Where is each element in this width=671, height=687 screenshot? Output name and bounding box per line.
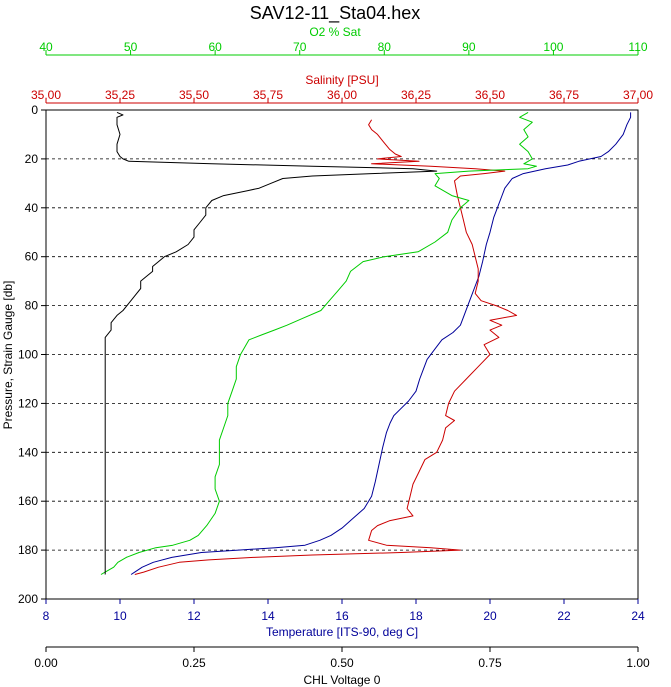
- temperature-tick-label: 20: [483, 609, 497, 623]
- temperature-tick-label: 24: [631, 609, 645, 623]
- o2-tick-label: 90: [462, 40, 476, 54]
- chl-tick-label: 1.00: [626, 656, 650, 670]
- chart-title: SAV12-11_Sta04.hex: [250, 3, 420, 24]
- o2-axis: 40 50 60 70 80 90 100 110: [39, 40, 648, 56]
- o2-tick-label: 100: [543, 40, 563, 54]
- o2-tick-label: 110: [628, 40, 647, 54]
- pressure-tick-label: 200: [18, 592, 38, 606]
- salinity-tick-label: 36,00: [327, 88, 357, 102]
- chl-tick-label: 0.25: [182, 656, 206, 670]
- pressure-tick-label: 120: [18, 396, 38, 410]
- pressure-tick-label: 0: [31, 103, 38, 117]
- salinity-tick-label: 35,50: [179, 88, 209, 102]
- salinity-tick-label: 35,25: [105, 88, 135, 102]
- o2-profile-line: [100, 111, 537, 575]
- salinity-profile-line: [134, 119, 518, 575]
- chl-axis-label: CHL Voltage 0: [304, 673, 381, 687]
- pressure-axis-label: Pressure, Strain Gauge [db]: [1, 281, 15, 430]
- salinity-tick-label: 36,25: [401, 88, 431, 102]
- o2-tick-label: 80: [378, 40, 392, 54]
- chl-tick-label: 0.75: [478, 656, 502, 670]
- temperature-axis-label: Temperature [ITS-90, deg C]: [266, 625, 418, 639]
- temperature-tick-label: 16: [335, 609, 349, 623]
- pressure-tick-label: 60: [25, 250, 39, 264]
- chl-axis: 0.00 0.25 0.50 0.75 1.00: [34, 646, 650, 670]
- chl-profile-line: [104, 111, 438, 575]
- pressure-tick-label: 40: [25, 201, 39, 215]
- temperature-tick-label: 18: [409, 609, 423, 623]
- pressure-tick-label: 140: [18, 445, 38, 459]
- salinity-tick-label: 36,50: [475, 88, 505, 102]
- o2-tick-label: 40: [39, 40, 53, 54]
- temperature-tick-label: 10: [113, 609, 127, 623]
- salinity-tick-label: 36,75: [549, 88, 579, 102]
- pressure-tick-label: 80: [25, 299, 39, 313]
- grid-lines: [46, 158, 638, 551]
- salinity-axis-label: Salinity [PSU]: [305, 73, 378, 87]
- salinity-axis: 35,00 35,25 35,50 35,75 36,00 36,25 36,50 36,75…: [31, 88, 653, 104]
- pressure-tick-label: 180: [18, 543, 38, 557]
- temperature-tick-label: 8: [43, 609, 50, 623]
- pressure-axis: 0 20 40 60 80 100 120 140 160 180 200: [18, 103, 46, 606]
- salinity-tick-label: 37,00: [623, 88, 653, 102]
- temperature-profile-line: [130, 112, 632, 575]
- pressure-tick-label: 100: [18, 348, 38, 362]
- pressure-tick-label: 20: [25, 152, 39, 166]
- o2-axis-label: O2 % Sat: [309, 25, 361, 39]
- o2-tick-label: 70: [293, 40, 307, 54]
- temperature-axis: 8 10 12 14 16 18 20 22 24: [43, 599, 645, 623]
- salinity-tick-label: 35,00: [31, 88, 61, 102]
- temperature-tick-label: 22: [557, 609, 571, 623]
- o2-tick-label: 60: [208, 40, 222, 54]
- o2-tick-label: 50: [124, 40, 138, 54]
- chl-tick-label: 0.50: [330, 656, 354, 670]
- temperature-tick-label: 14: [261, 609, 275, 623]
- salinity-tick-label: 35,75: [253, 88, 283, 102]
- data-series: [100, 111, 632, 575]
- temperature-tick-label: 12: [187, 609, 201, 623]
- chl-tick-label: 0.00: [34, 656, 58, 670]
- pressure-tick-label: 160: [18, 494, 38, 508]
